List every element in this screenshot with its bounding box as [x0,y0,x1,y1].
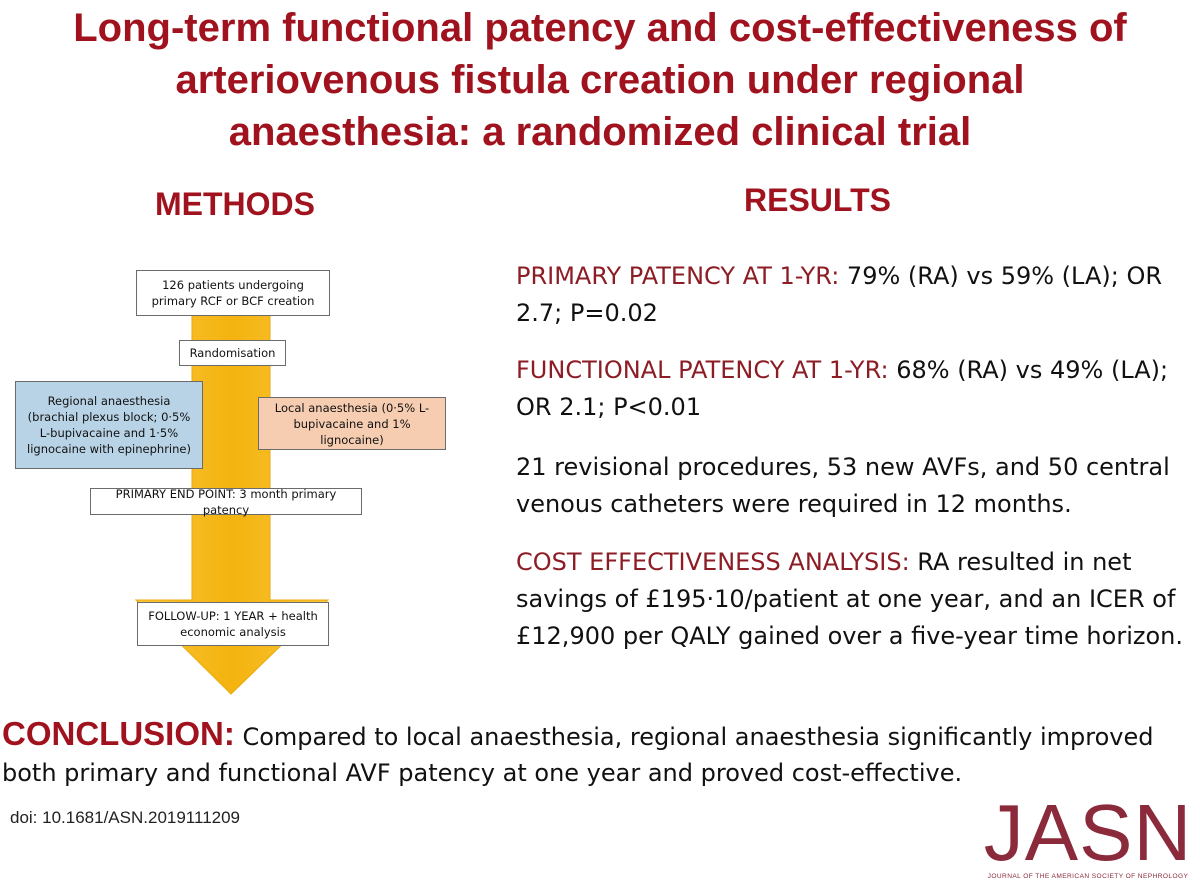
methods-flow-diagram: 126 patients undergoing primary RCF or B… [0,0,520,700]
patients-box: 126 patients undergoing primary RCF or B… [136,270,330,316]
title-line-3: anaesthesia: a randomized clinical trial [228,110,972,154]
primary-endpoint-box: PRIMARY END POINT: 3 month primary paten… [90,487,362,517]
title-line-1: Long-term functional patency and cost-ef… [73,6,1127,50]
result-functional-label: FUNCTIONAL PATENCY AT 1-YR: [516,356,889,384]
doi-link[interactable]: doi: 10.1681/ASN.2019111209 [10,808,241,827]
poster-title: Long-term functional patency and cost-ef… [0,2,1200,158]
result-cost-effectiveness: COST EFFECTIVENESS ANALYSIS: RA resulted… [516,544,1196,655]
randomisation-box: Randomisation [179,340,286,366]
result-functional-patency: FUNCTIONAL PATENCY AT 1-YR: 68% (RA) vs … [516,352,1196,426]
results-heading: RESULTS [744,182,891,218]
result-primary-text: 79% (RA) vs 59% (LA); OR 2.7; P=0.02 [516,262,1163,327]
result-revisions: 21 revisional procedures, 53 new AVFs, a… [516,453,1170,518]
title-line-2: arteriovenous fistula creation under reg… [175,58,1025,102]
regional-anaesthesia-box: Regional anaesthesia (brachial plexus bl… [15,381,203,469]
logo-subtitle: JOURNAL OF THE AMERICAN SOCIETY OF NEPHR… [987,873,1189,880]
result-primary-label: PRIMARY PATENCY AT 1-YR: [516,262,840,290]
conclusion-text: Compared to local anaesthesia, regional … [2,723,1154,787]
local-anaesthesia-box: Local anaesthesia (0·5% L-bupivacaine an… [258,397,446,450]
conclusion-label: CONCLUSION: [2,715,235,752]
conclusion: CONCLUSION: Compared to local anaesthesi… [2,716,1198,791]
result-cost-label: COST EFFECTIVENESS ANALYSIS: [516,548,910,576]
result-primary-patency: PRIMARY PATENCY AT 1-YR: 79% (RA) vs 59%… [516,258,1196,332]
jasn-logo: JASN JOURNAL OF THE AMERICAN SOCIETY OF … [978,788,1198,884]
logo-wordmark: JASN [983,788,1193,877]
result-cost-text: RA resulted in net savings of £195·10/pa… [516,548,1183,650]
followup-box: FOLLOW-UP: 1 YEAR + health economic anal… [137,602,329,646]
methods-heading: METHODS [155,186,315,222]
result-functional-text: 68% (RA) vs 49% (LA); OR 2.1; P<0.01 [516,356,1169,421]
